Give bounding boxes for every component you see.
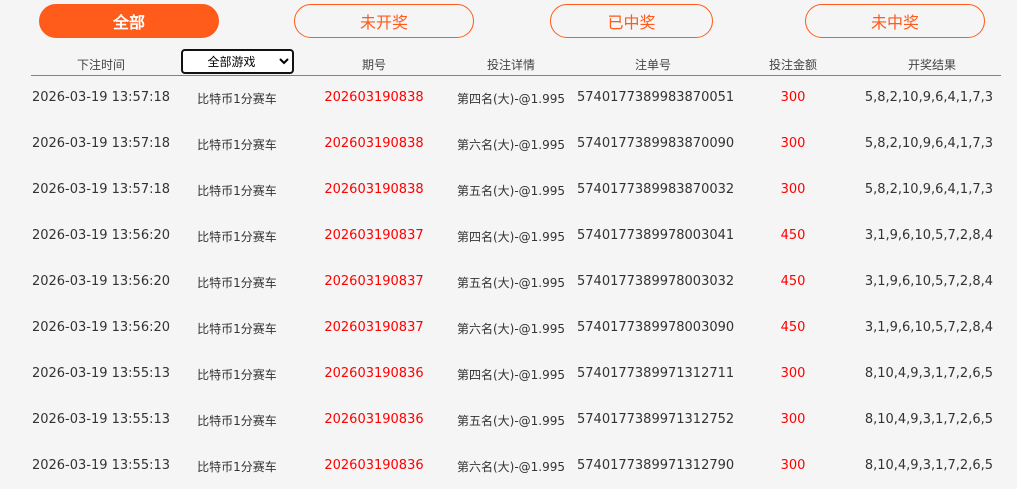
header-bet-detail: 投注详情 [486,58,535,72]
bet-time: 2026-03-19 13:55:13 [31,412,171,427]
bet-detail: 第四名(大)-@1.995 [456,230,566,244]
bet-amount: 300 [780,182,806,197]
bet-amount: 300 [780,90,806,105]
order-number: 5740177389978003041 [577,228,735,243]
bet-detail: 第六名(大)-@1.995 [456,322,566,336]
order-number: 5740177389971312711 [577,366,735,381]
bet-time: 2026-03-19 13:56:20 [31,228,171,243]
order-number: 5740177389983870032 [577,182,735,197]
table-row[interactable]: 2026-03-19 13:55:13 比特币1分赛车 202603190836 第六… [31,458,1001,478]
table-header: 下注时间 全部游戏 期号 投注详情 注单号 投注金额 开奖结果 [31,49,1001,76]
draw-result: 8,10,4,9,3,1,7,2,6,5 [864,366,993,381]
draw-result: 3,1,9,6,10,5,7,2,8,4 [864,228,993,243]
bet-time: 2026-03-19 13:55:13 [31,458,171,473]
period-number: 202603190838 [324,90,424,105]
bet-detail: 第六名(大)-@1.995 [456,460,566,474]
game-name: 比特币1分赛车 [197,414,277,428]
tab-not-drawn[interactable]: 未开奖 [294,4,474,38]
table-row[interactable]: 2026-03-19 13:55:13 比特币1分赛车 202603190836 第五… [31,412,1001,432]
period-number: 202603190837 [324,228,424,243]
period-number: 202603190837 [324,274,424,289]
order-number: 5740177389978003032 [577,274,735,289]
table-row[interactable]: 2026-03-19 13:56:20 比特币1分赛车 202603190837 第四… [31,228,1001,248]
bet-time: 2026-03-19 13:55:13 [31,366,171,381]
bet-amount: 450 [780,320,806,335]
bet-amount: 300 [780,412,806,427]
table-row[interactable]: 2026-03-19 13:56:20 比特币1分赛车 202603190837 第五… [31,274,1001,294]
header-bet-time: 下注时间 [76,58,125,72]
bet-detail: 第六名(大)-@1.995 [456,138,566,152]
game-filter-select[interactable]: 全部游戏 [181,49,294,74]
table-row[interactable]: 2026-03-19 13:57:18 比特币1分赛车 202603190838 第五… [31,182,1001,202]
game-name: 比特币1分赛车 [197,92,277,106]
draw-result: 3,1,9,6,10,5,7,2,8,4 [864,320,993,335]
game-name: 比特币1分赛车 [197,184,277,198]
tab-won[interactable]: 已中奖 [550,4,713,38]
game-name: 比特币1分赛车 [197,276,277,290]
draw-result: 3,1,9,6,10,5,7,2,8,4 [864,274,993,289]
header-amount: 投注金额 [768,58,817,72]
bet-time: 2026-03-19 13:57:18 [31,136,171,151]
table-row[interactable]: 2026-03-19 13:56:20 比特币1分赛车 202603190837 第六… [31,320,1001,340]
period-number: 202603190836 [324,366,424,381]
bet-detail: 第五名(大)-@1.995 [456,414,566,428]
bet-time: 2026-03-19 13:57:18 [31,182,171,197]
order-number: 5740177389971312790 [577,458,735,473]
game-name: 比特币1分赛车 [197,368,277,382]
draw-result: 8,10,4,9,3,1,7,2,6,5 [864,458,993,473]
draw-result: 5,8,2,10,9,6,4,1,7,3 [864,182,993,197]
bet-detail: 第四名(大)-@1.995 [456,368,566,382]
game-name: 比特币1分赛车 [197,138,277,152]
draw-result: 8,10,4,9,3,1,7,2,6,5 [864,412,993,427]
period-number: 202603190836 [324,458,424,473]
game-name: 比特币1分赛车 [197,322,277,336]
period-number: 202603190836 [324,412,424,427]
bet-amount: 450 [780,274,806,289]
period-number: 202603190838 [324,136,424,151]
order-number: 5740177389983870090 [577,136,735,151]
header-result: 开奖结果 [907,58,956,72]
bet-detail: 第四名(大)-@1.995 [456,92,566,106]
bet-detail: 第五名(大)-@1.995 [456,276,566,290]
tab-all[interactable]: 全部 [39,4,219,38]
period-number: 202603190837 [324,320,424,335]
order-number: 5740177389983870051 [577,90,735,105]
bet-amount: 450 [780,228,806,243]
bet-amount: 300 [780,366,806,381]
tab-lost[interactable]: 未中奖 [805,4,985,38]
period-number: 202603190838 [324,182,424,197]
table-row[interactable]: 2026-03-19 13:57:18 比特币1分赛车 202603190838 第四… [31,90,1001,110]
order-number: 5740177389978003090 [577,320,735,335]
game-name: 比特币1分赛车 [197,460,277,474]
draw-result: 5,8,2,10,9,6,4,1,7,3 [864,90,993,105]
header-order-no: 注单号 [634,58,671,72]
bet-detail: 第五名(大)-@1.995 [456,184,566,198]
bet-amount: 300 [780,136,806,151]
bet-time: 2026-03-19 13:56:20 [31,320,171,335]
header-period: 期号 [361,58,386,72]
bet-time: 2026-03-19 13:57:18 [31,90,171,105]
game-name: 比特币1分赛车 [197,230,277,244]
bet-time: 2026-03-19 13:56:20 [31,274,171,289]
draw-result: 5,8,2,10,9,6,4,1,7,3 [864,136,993,151]
table-row[interactable]: 2026-03-19 13:57:18 比特币1分赛车 202603190838 第六… [31,136,1001,156]
bet-amount: 300 [780,458,806,473]
table-row[interactable]: 2026-03-19 13:55:13 比特币1分赛车 202603190836 第四… [31,366,1001,386]
order-number: 5740177389971312752 [577,412,735,427]
